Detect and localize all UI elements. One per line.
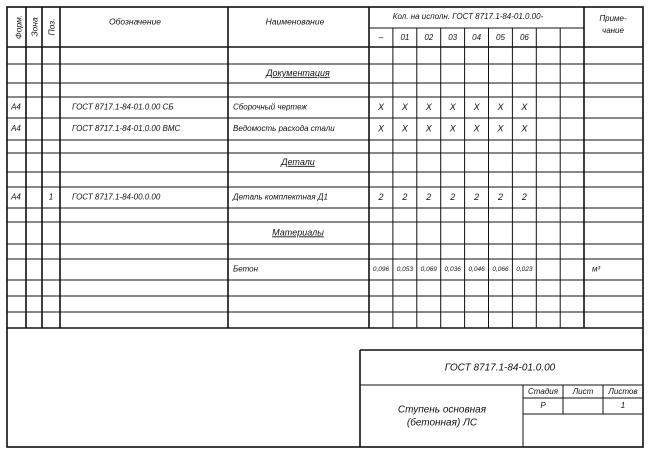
- format: А4: [10, 193, 21, 202]
- header-qty: Кол. на исполн. ГОСТ 8717.1-84-01.0.00-: [393, 12, 544, 21]
- format: А4: [10, 103, 21, 112]
- variant: 04: [472, 33, 481, 42]
- section-title: Документация: [265, 68, 330, 78]
- note: м³: [592, 265, 600, 274]
- qty: X: [401, 123, 409, 133]
- qty: X: [377, 102, 385, 112]
- designation: ГОСТ 8717.1-84-00.0.00: [72, 193, 161, 202]
- qty: 0,069: [421, 266, 438, 273]
- designation: ГОСТ 8717.1-84-01.0.00 ВМС: [72, 124, 181, 133]
- qty: 2: [425, 192, 431, 202]
- qty: X: [377, 123, 385, 133]
- qty: 0,066: [492, 266, 509, 273]
- header-zone: Зона: [29, 17, 39, 37]
- header-designation: Обозначение: [109, 16, 161, 26]
- qty: 0,046: [468, 266, 485, 273]
- designation: ГОСТ 8717.1-84-01.0.00 СБ: [72, 103, 174, 112]
- section-title: Материалы: [272, 227, 324, 237]
- qty: 0,036: [445, 266, 462, 273]
- variant: 05: [496, 33, 505, 42]
- pos: 1: [49, 193, 53, 202]
- qty: X: [496, 123, 504, 133]
- qty: X: [401, 102, 409, 112]
- name: Деталь комплектная Д1: [232, 193, 328, 202]
- qty: X: [449, 123, 457, 133]
- qty: 2: [521, 192, 527, 202]
- qty: X: [473, 123, 481, 133]
- qty: 2: [449, 192, 455, 202]
- stage: Р: [540, 401, 546, 410]
- title-designation: ГОСТ 8717.1-84-01.0.00: [445, 363, 556, 374]
- header-pos: Поз.: [46, 18, 56, 35]
- frame: [6, 6, 644, 448]
- qty: 0,023: [516, 266, 533, 273]
- sheets-label: Листов: [607, 387, 637, 396]
- section-title: Детали: [280, 157, 315, 167]
- variant: 06: [520, 33, 529, 42]
- stage-label: Стадия: [528, 387, 559, 396]
- title-name: Ступень основная (бетонная) ЛС: [398, 404, 487, 428]
- qty: 0,096: [373, 266, 390, 273]
- format: А4: [10, 124, 21, 133]
- qty: X: [520, 123, 528, 133]
- sheets: 1: [621, 401, 625, 410]
- qty: 2: [401, 192, 407, 202]
- qty: 2: [497, 192, 503, 202]
- variant: 03: [448, 33, 457, 42]
- qty: X: [425, 102, 433, 112]
- header-format: Форм.: [13, 15, 23, 39]
- name: Бетон: [233, 265, 259, 274]
- qty: 0,053: [397, 266, 414, 273]
- qty: X: [425, 123, 433, 133]
- qty: X: [496, 102, 504, 112]
- variant: 01: [400, 33, 409, 42]
- name: Сборочный чертеж: [233, 103, 307, 112]
- variant: 02: [424, 33, 433, 42]
- qty: X: [473, 102, 481, 112]
- qty: 2: [377, 192, 383, 202]
- variant: –: [378, 33, 384, 42]
- sheet-label: Лист: [572, 387, 594, 396]
- name: Ведомость расхода стали: [233, 124, 335, 133]
- header-name: Наименование: [266, 16, 325, 26]
- qty: 2: [473, 192, 479, 202]
- qty: X: [520, 102, 528, 112]
- qty: X: [449, 102, 457, 112]
- header-note: Приме-чание: [599, 14, 627, 35]
